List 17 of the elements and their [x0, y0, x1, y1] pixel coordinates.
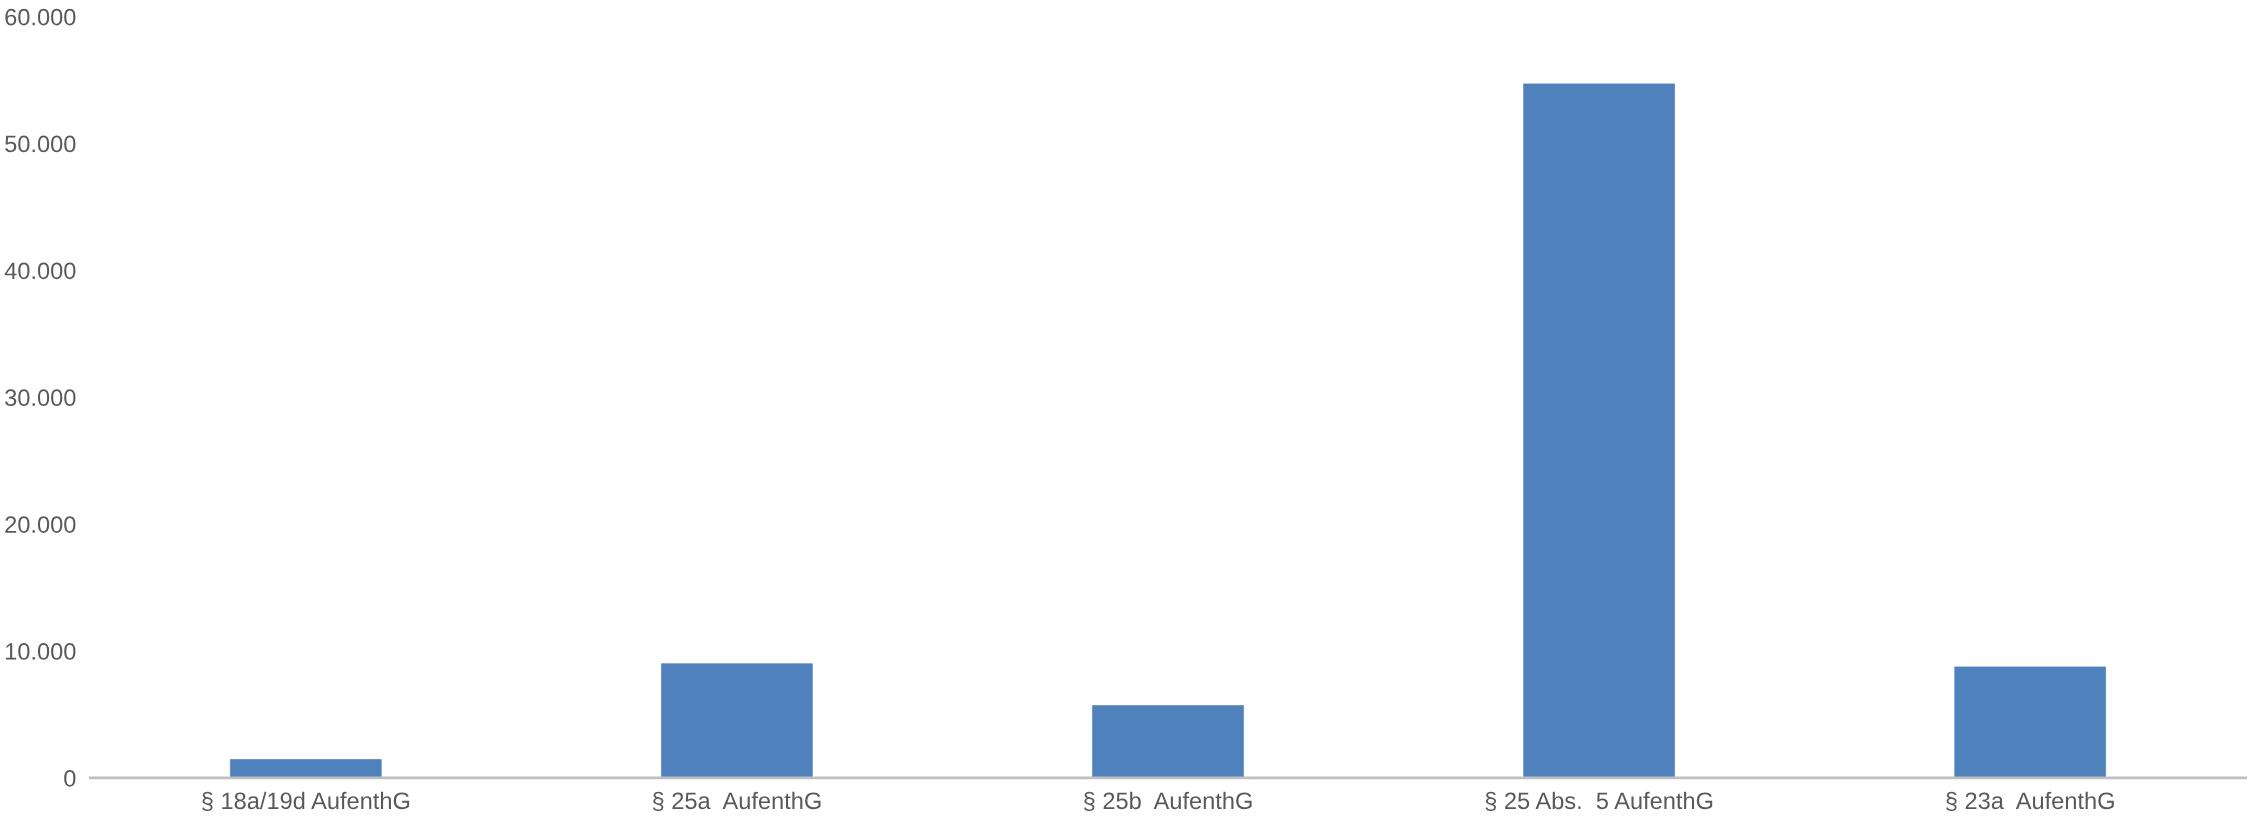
x-tick-label: § 25 Abs. 5 AufenthG — [1485, 791, 1713, 811]
y-tick-label: 40.000 — [4, 262, 76, 280]
x-tick-label: § 25a AufenthG — [652, 791, 821, 811]
y-tick-label: 0 — [64, 769, 76, 787]
y-tick-label: 60.000 — [5, 8, 76, 26]
y-tick-label: 30.000 — [5, 389, 76, 407]
bar — [1523, 83, 1675, 778]
x-tick-label: § 23a AufenthG — [1946, 791, 2114, 811]
bar — [1092, 705, 1244, 778]
y-tick-label: 50.000 — [5, 135, 76, 153]
x-tick-label: § 18a/19d AufenthG — [202, 791, 410, 811]
bar — [230, 759, 382, 778]
y-tick-label: 10.000 — [5, 643, 76, 660]
bar — [661, 663, 813, 778]
y-tick-label: 20.000 — [5, 516, 76, 533]
bar — [1954, 666, 2106, 778]
x-tick-label: § 25b AufenthG — [1084, 791, 1252, 811]
